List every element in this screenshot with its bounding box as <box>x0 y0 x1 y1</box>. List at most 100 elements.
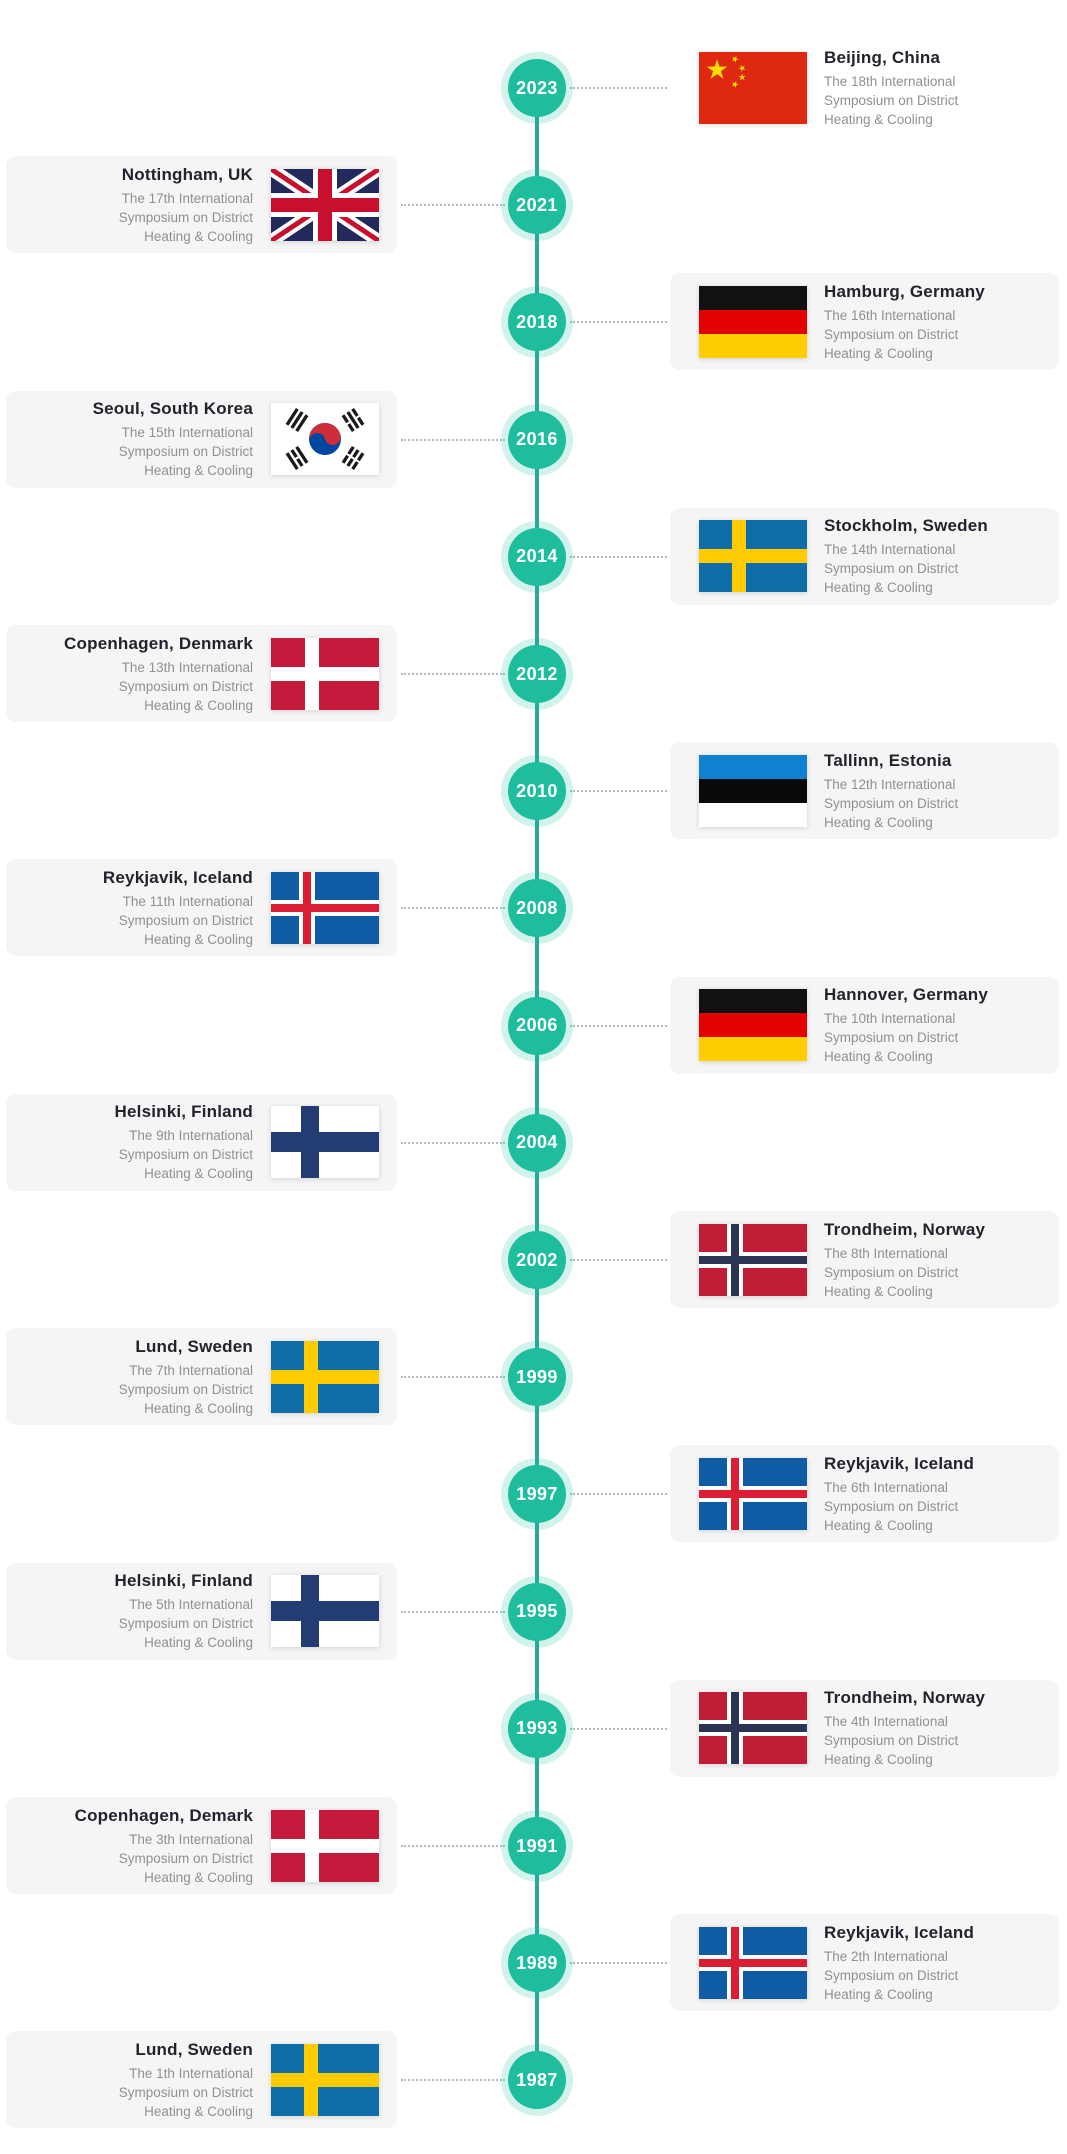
card-description: The 12th International Symposium on Distr… <box>824 775 958 832</box>
card-description: The 16th International Symposium on Distr… <box>824 306 985 363</box>
year-label: 2014 <box>516 546 558 567</box>
card-description-line: Heating & Cooling <box>824 580 933 596</box>
year-badge: 2014 <box>508 527 566 586</box>
card-title: Nottingham, UK <box>121 164 253 184</box>
card-text-block: Hamburg, Germany The 16th International S… <box>824 281 985 363</box>
card-description-line: The 14th International <box>824 542 956 558</box>
dotted-connector-line <box>401 1845 505 1847</box>
uk-flag-icon <box>271 168 379 241</box>
card-text-block: Copenhagen, Denmark The 13th Internation… <box>64 633 253 715</box>
year-label: 1995 <box>516 1601 558 1622</box>
card-description-line: The 7th International <box>129 1362 253 1378</box>
timeline-card: Nottingham, UK The 17th International Sym… <box>6 156 397 254</box>
card-description: The 1th International Symposium on Distri… <box>119 2064 253 2121</box>
card-text-block: Lund, Sweden The 1th International Sympos… <box>119 2039 253 2121</box>
timeline-row: Helsinki, Finland The 5th International S… <box>0 1562 1067 1661</box>
card-title: Copenhagen, Demark <box>74 1805 253 1825</box>
card-description-line: Heating & Cooling <box>824 1283 933 1299</box>
card-description-line: Heating & Cooling <box>144 931 253 947</box>
year-badge: 2002 <box>508 1231 566 1289</box>
card-description-line: The 13th International <box>121 659 253 675</box>
timeline-card: Trondheim, Norway The 8th International S… <box>670 1211 1059 1308</box>
year-badge: 2012 <box>508 645 566 703</box>
dotted-connector-line <box>401 673 505 675</box>
dotted-connector-line <box>570 1493 667 1496</box>
timeline-card: Hamburg, Germany The 16th International S… <box>670 273 1059 371</box>
card-description-line: Symposium on District <box>118 1616 253 1632</box>
card-title: Tallinn, Estonia <box>824 750 952 770</box>
timeline-row: Trondheim, Norway The 4th International S… <box>0 1679 1067 1778</box>
card-text-block: Beijing, China The 18th International Sym… <box>824 47 958 129</box>
timeline-spine-line <box>535 88 539 2081</box>
timeline-row: Copenhagen, Denmark The 13th Internation… <box>0 625 1067 723</box>
year-badge: 1999 <box>508 1348 566 1407</box>
iceland-flag-icon <box>271 871 379 944</box>
card-description-line: Heating & Cooling <box>144 2103 253 2119</box>
dotted-connector-line <box>401 2079 505 2082</box>
timeline-card: Lund, Sweden The 7th International Sympos… <box>6 1328 397 1426</box>
year-label: 2008 <box>516 897 558 918</box>
year-badge: 2018 <box>508 293 566 352</box>
finland-flag-icon <box>271 1106 379 1179</box>
card-title: Trondheim, Norway <box>824 1219 986 1239</box>
card-title: Helsinki, Finland <box>114 1571 253 1591</box>
card-description-line: Heating & Cooling <box>824 111 933 127</box>
dotted-connector-line <box>401 204 505 207</box>
timeline-card: Reykjavik, Iceland The 11th Internationa… <box>6 859 397 957</box>
timeline-row: Copenhagen, Demark The 3th International… <box>0 1797 1067 1895</box>
dotted-connector-line <box>570 87 667 89</box>
card-description-line: Heating & Cooling <box>144 1869 253 1885</box>
card-description: The 17th International Symposium on Distr… <box>119 189 253 246</box>
card-description-line: Heating & Cooling <box>144 1400 253 1416</box>
card-description-line: Symposium on District <box>824 92 959 108</box>
card-description: The 6th International Symposium on Distri… <box>824 1478 974 1535</box>
card-description-line: Symposium on District <box>118 2084 253 2100</box>
card-text-block: Lund, Sweden The 7th International Sympos… <box>119 1336 253 1418</box>
card-text-block: Reykjavik, Iceland The 2th International… <box>824 1922 974 2004</box>
year-badge: 2008 <box>508 879 566 938</box>
card-description-line: Heating & Cooling <box>824 1986 933 2002</box>
timeline-row: Trondheim, Norway The 8th International S… <box>0 1211 1067 1309</box>
card-description-line: Symposium on District <box>118 678 253 694</box>
dotted-connector-line <box>570 1024 667 1027</box>
card-description-line: Symposium on District <box>824 1498 959 1514</box>
card-description-line: Symposium on District <box>118 1381 253 1397</box>
year-label: 1989 <box>516 1952 558 1973</box>
year-badge: 2006 <box>508 996 566 1055</box>
year-badge: 2010 <box>508 762 566 821</box>
germany-flag-icon <box>699 989 807 1062</box>
year-badge: 1997 <box>508 1465 566 1524</box>
timeline-card: Tallinn, Estonia The 12th International S… <box>670 742 1059 840</box>
card-description-line: Heating & Cooling <box>144 1635 253 1651</box>
card-description-line: Heating & Cooling <box>824 1752 933 1768</box>
timeline-row: Tallinn, Estonia The 12th International S… <box>0 742 1067 840</box>
denmark-flag-icon <box>271 637 379 710</box>
norway-flag-icon <box>699 1223 807 1296</box>
card-description-line: The 17th International <box>121 190 253 206</box>
timeline-card: Hannover, Germany The 10th International… <box>670 976 1059 1074</box>
card-description: The 18th International Symposium on Distr… <box>824 72 958 129</box>
denmark-flag-icon <box>271 1809 379 1882</box>
year-label: 2004 <box>516 1132 558 1153</box>
dotted-connector-line <box>570 1962 667 1965</box>
card-description: The 15th International Symposium on Distr… <box>119 423 253 480</box>
dotted-connector-line <box>570 1727 667 1730</box>
timeline-card: Stockholm, Sweden The 14th International… <box>670 507 1059 605</box>
germany-flag-icon <box>699 285 807 358</box>
year-badge: 1995 <box>508 1582 566 1641</box>
card-description-line: Symposium on District <box>824 326 959 342</box>
card-description: The 7th International Symposium on Distri… <box>119 1361 253 1418</box>
year-label: 1993 <box>516 1718 558 1739</box>
timeline-row: Reykjavik, Iceland The 11th Internationa… <box>0 859 1067 957</box>
dotted-connector-line <box>401 1610 505 1613</box>
card-description-line: The 9th International <box>129 1128 253 1144</box>
year-label: 2002 <box>516 1249 558 1270</box>
year-badge: 2023 <box>508 59 566 117</box>
card-description-line: Heating & Cooling <box>144 697 253 713</box>
year-label: 2010 <box>516 780 558 801</box>
card-description-line: Heating & Cooling <box>144 1166 253 1182</box>
card-description: The 3th International Symposium on Distri… <box>119 1830 253 1887</box>
year-badge: 1989 <box>508 1934 566 1993</box>
dotted-connector-line <box>401 907 505 910</box>
